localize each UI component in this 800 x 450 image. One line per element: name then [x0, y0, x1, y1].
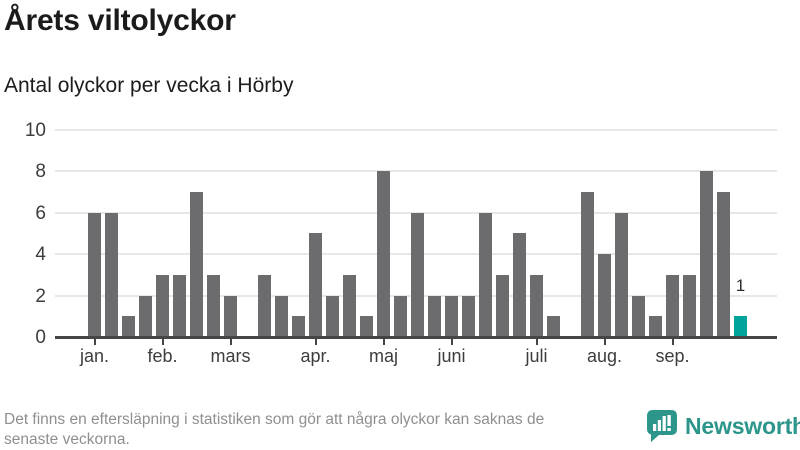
x-label-juli: juli — [525, 346, 548, 366]
newsworthy-logo: Newsworthy — [646, 409, 800, 443]
bar-week-22 — [445, 295, 458, 337]
x-label-feb: feb. — [147, 346, 178, 366]
bar-week-21 — [428, 295, 441, 337]
x-tick-apr — [314, 339, 317, 345]
bar-week-26 — [513, 233, 526, 337]
x-label-sep: sep. — [655, 346, 690, 366]
x-label-maj: maj — [368, 346, 398, 366]
highlight-value-label: 1 — [735, 276, 746, 296]
x-tick-juni — [450, 339, 453, 345]
x-label-apr: apr. — [300, 346, 331, 366]
bar-week-6 — [173, 274, 186, 337]
y-axis-tick-2: 2 — [35, 285, 46, 307]
bar-week-31 — [598, 254, 611, 337]
x-label-juni: juni — [437, 346, 466, 366]
x-axis-line — [55, 336, 777, 339]
bar-week-30 — [581, 191, 594, 337]
bar-week-19 — [394, 295, 407, 337]
newsworthy-bubble-chart-icon — [647, 410, 677, 442]
bar-week-35 — [666, 274, 679, 337]
bar-week-36 — [683, 274, 696, 337]
bar-week-4 — [139, 295, 152, 337]
x-label-mars: mars — [210, 346, 251, 366]
gridline-y-8 — [55, 170, 777, 172]
bar-week-17 — [360, 316, 373, 337]
y-axis-tick-4: 4 — [35, 244, 46, 265]
bar-week-20 — [411, 212, 424, 337]
x-label-jan: jan. — [79, 346, 110, 366]
bar-week-38 — [717, 191, 730, 337]
x-tick-feb — [161, 339, 164, 345]
bar-week-16 — [343, 274, 356, 337]
footnote-line1: Det finns en eftersläpning i statistiken… — [4, 411, 545, 428]
bar-week-23 — [462, 295, 475, 337]
x-label-aug: aug. — [586, 346, 623, 366]
bar-week-18 — [377, 171, 390, 337]
bar-week-33 — [632, 295, 645, 337]
bar-week-7 — [190, 191, 203, 337]
chart-subtitle: Antal olyckor per vecka i Hörby — [4, 74, 294, 97]
bar-week-9 — [224, 295, 237, 337]
bar-week-5 — [156, 274, 169, 337]
bar-week-15 — [326, 295, 339, 337]
bar-week-13 — [292, 316, 305, 337]
bar-week-8 — [207, 274, 220, 337]
bar-week-34 — [649, 316, 662, 337]
bar-week-32 — [615, 212, 628, 337]
footnote: Det finns en eftersläpning i statistiken… — [4, 410, 634, 450]
bar-week-25 — [496, 274, 509, 337]
bar-week-28 — [547, 316, 560, 337]
x-tick-jan — [93, 339, 96, 345]
bar-week-11 — [258, 274, 271, 337]
bar-week-12 — [275, 295, 288, 337]
newsworthy-wordmark: Newsworthy — [685, 412, 800, 439]
bar-week-39 — [734, 316, 747, 337]
footnote-line2: senaste veckorna. — [4, 431, 130, 448]
bar-week-24 — [479, 212, 492, 337]
x-tick-maj — [382, 339, 385, 345]
y-axis-tick-0: 0 — [35, 327, 46, 348]
x-tick-sep — [671, 339, 674, 345]
y-axis-tick-10: 10 — [24, 119, 46, 141]
page-title: Årets viltolyckor — [4, 4, 236, 37]
y-axis-tick-6: 6 — [35, 202, 46, 224]
bar-week-27 — [530, 274, 543, 337]
bar-week-2 — [105, 212, 118, 337]
bar-week-3 — [122, 316, 135, 337]
x-tick-mars — [229, 339, 232, 345]
gridline-y-10 — [55, 128, 777, 131]
bar-week-1 — [88, 212, 101, 337]
x-tick-aug — [603, 339, 606, 345]
bar-week-37 — [700, 171, 713, 337]
x-tick-juli — [535, 339, 538, 345]
y-axis-tick-8: 8 — [35, 161, 46, 182]
bar-week-14 — [309, 233, 322, 337]
